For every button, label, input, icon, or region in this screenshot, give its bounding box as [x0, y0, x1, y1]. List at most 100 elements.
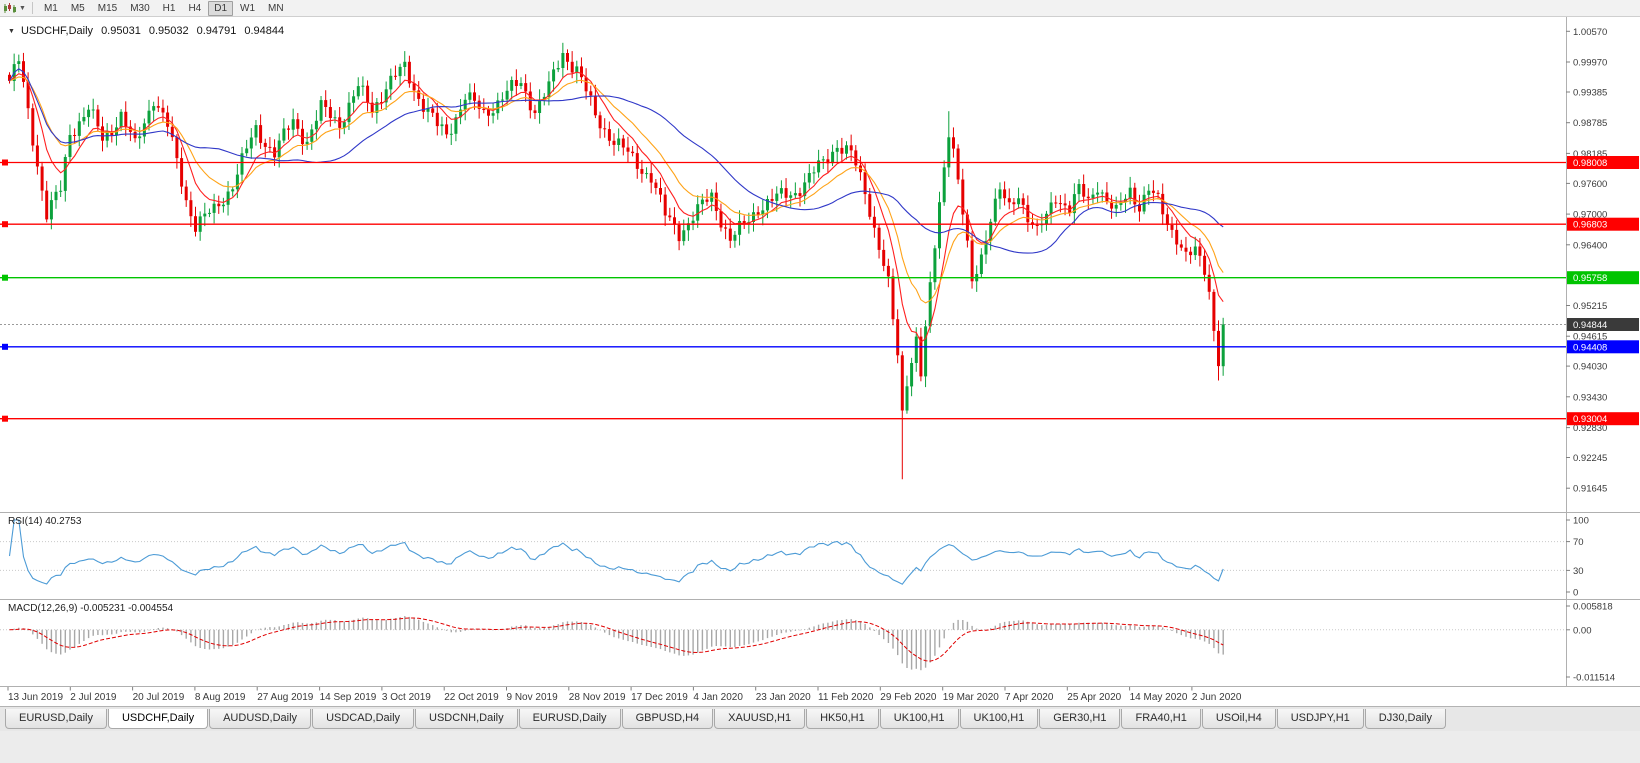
svg-text:11 Feb 2020: 11 Feb 2020 [818, 692, 874, 703]
candlestick-series [8, 42, 1225, 480]
chart-tab-usdcad-daily[interactable]: USDCAD,Daily [312, 709, 415, 729]
horizontal-lines[interactable] [0, 159, 1566, 422]
svg-text:3 Oct 2019: 3 Oct 2019 [382, 692, 431, 703]
svg-text:0.98185: 0.98185 [1573, 149, 1607, 160]
svg-text:9 Nov 2019: 9 Nov 2019 [507, 692, 559, 703]
svg-text:0.97600: 0.97600 [1573, 179, 1607, 190]
svg-text:0.94615: 0.94615 [1573, 332, 1607, 343]
svg-text:0: 0 [1573, 588, 1578, 599]
timeframe-buttons: M1 M5 M15 M30 H1 H4 D1 W1 MN [38, 0, 290, 16]
timeframe-button-mn[interactable]: MN [268, 2, 284, 14]
low-value: 0.94791 [196, 25, 237, 37]
svg-text:0.97000: 0.97000 [1573, 210, 1607, 221]
svg-text:1.00570: 1.00570 [1573, 27, 1607, 38]
chart-tab-bar: EURUSD,Daily USDCHF,Daily AUDUSD,Daily USDC… [0, 706, 1640, 731]
symbol-period-label: USDCHF,Daily [20, 25, 94, 37]
toolbar-separator [31, 2, 33, 14]
svg-text:20 Jul 2019: 20 Jul 2019 [133, 692, 185, 703]
svg-text:0.96400: 0.96400 [1573, 240, 1607, 251]
timeframe-button-d1[interactable]: D1 [208, 0, 234, 16]
timeframe-button-m15[interactable]: M15 [97, 2, 118, 14]
svg-text:7 Apr 2020: 7 Apr 2020 [1005, 692, 1054, 703]
svg-text:14 Sep 2019: 14 Sep 2019 [320, 692, 377, 703]
window-bottom-strip [0, 731, 1640, 763]
svg-text:0.93430: 0.93430 [1573, 392, 1607, 403]
svg-text:0.95215: 0.95215 [1573, 301, 1607, 312]
chart-tab-dj30-daily[interactable]: DJ30,Daily [1364, 709, 1446, 729]
svg-text:28 Nov 2019: 28 Nov 2019 [569, 692, 626, 703]
svg-text:0.92830: 0.92830 [1573, 423, 1607, 434]
svg-text:2 Jun 2020: 2 Jun 2020 [1192, 692, 1242, 703]
price-chart[interactable]: 1.00570 0.99970 0.99385 0.98785 0.98185 0.976… [0, 17, 1640, 706]
chart-tab-eurusd-daily[interactable]: EURUSD,Daily [5, 709, 107, 729]
chart-tab-audusd-daily[interactable]: AUDUSD,Daily [209, 709, 312, 729]
rsi-line [8, 519, 1224, 585]
timeframe-button-w1[interactable]: W1 [240, 2, 256, 14]
symbol-dropdown-icon[interactable]: ▼ [8, 27, 15, 35]
chart-tab-usdchf-daily[interactable]: USDCHF,Daily [107, 709, 209, 729]
ema-16-line [9, 76, 1224, 304]
rsi-indicator-label: RSI(14) 40.2753 [8, 516, 82, 527]
chart-tab-hk50-h1[interactable]: HK50,H1 [806, 709, 879, 729]
svg-text:0.94030: 0.94030 [1573, 362, 1607, 373]
hline-anchor-marker[interactable] [2, 221, 8, 228]
chart-area[interactable]: 1.00570 0.99970 0.99385 0.98785 0.98185 0.976… [0, 17, 1640, 706]
timeframe-button-m5[interactable]: M5 [70, 2, 85, 14]
price-axis[interactable]: 1.00570 0.99970 0.99385 0.98785 0.98185 0.976… [1566, 27, 1639, 495]
timeframe-button-m1[interactable]: M1 [43, 2, 58, 14]
svg-text:0.00: 0.00 [1573, 625, 1592, 636]
svg-text:25 Apr 2020: 25 Apr 2020 [1067, 692, 1121, 703]
chart-tab-eurusd-daily[interactable]: EURUSD,Daily [518, 709, 621, 729]
chart-tab-uk100-h1[interactable]: UK100,H1 [959, 709, 1039, 729]
svg-text:70: 70 [1573, 537, 1584, 548]
svg-text:0.94408: 0.94408 [1573, 342, 1607, 353]
open-value: 0.95031 [101, 25, 141, 37]
high-value: 0.95032 [148, 25, 189, 37]
svg-text:0.98008: 0.98008 [1573, 158, 1607, 169]
svg-text:0.93004: 0.93004 [1573, 414, 1607, 425]
svg-text:14 May 2020: 14 May 2020 [1130, 692, 1188, 703]
svg-text:23 Jan 2020: 23 Jan 2020 [756, 692, 811, 703]
close-value: 0.94844 [244, 25, 285, 37]
rsi-panel: 100 70 30 0 [0, 516, 1589, 599]
chart-ohlc-header: ▼ USDCHF,Daily 0.95031 0.95032 0.94791 0… [8, 25, 284, 37]
svg-text:0.005818: 0.005818 [1573, 602, 1613, 613]
svg-text:0.91645: 0.91645 [1573, 484, 1607, 495]
svg-text:27 Aug 2019: 27 Aug 2019 [257, 692, 314, 703]
svg-text:17 Dec 2019: 17 Dec 2019 [631, 692, 688, 703]
svg-text:22 Oct 2019: 22 Oct 2019 [444, 692, 499, 703]
hline-anchor-marker[interactable] [2, 159, 8, 166]
chart-tab-ger30-h1[interactable]: GER30,H1 [1039, 709, 1121, 729]
time-axis[interactable]: 13 Jun 2019 2 Jul 2019 20 Jul 2019 8 Aug 20… [7, 687, 1242, 703]
timeframe-toolbar: ▼ M1 M5 M15 M30 H1 H4 D1 W1 MN [0, 0, 1640, 17]
hline-anchor-marker[interactable] [2, 343, 8, 350]
hline-anchor-marker[interactable] [2, 274, 8, 281]
hline-anchor-marker[interactable] [2, 415, 8, 422]
chart-tab-usoil-h4[interactable]: USOil,H4 [1201, 709, 1276, 729]
chart-tab-usdcnh-daily[interactable]: USDCNH,Daily [415, 709, 518, 729]
chart-tab-xauusd-h1[interactable]: XAUUSD,H1 [714, 709, 806, 729]
chevron-down-icon[interactable]: ▼ [19, 4, 26, 12]
chart-tab-gbpusd-h4[interactable]: GBPUSD,H4 [621, 709, 714, 729]
chart-tab-uk100-h1[interactable]: UK100,H1 [879, 709, 959, 729]
timeframe-button-h1[interactable]: H1 [162, 2, 176, 14]
timeframe-button-m30[interactable]: M30 [130, 2, 150, 14]
chart-type-icon[interactable] [3, 2, 16, 14]
svg-text:0.99385: 0.99385 [1573, 88, 1607, 99]
timeframe-button-h4[interactable]: H4 [188, 2, 202, 14]
svg-text:0.99970: 0.99970 [1573, 58, 1607, 69]
svg-text:0.96803: 0.96803 [1573, 220, 1607, 231]
svg-text:0.92245: 0.92245 [1573, 453, 1607, 464]
svg-text:4 Jan 2020: 4 Jan 2020 [693, 692, 743, 703]
svg-text:29 Feb 2020: 29 Feb 2020 [880, 692, 937, 703]
chart-tab-fra40-h1[interactable]: FRA40,H1 [1121, 709, 1201, 729]
svg-text:0.95758: 0.95758 [1573, 273, 1607, 284]
svg-text:2 Jul 2019: 2 Jul 2019 [70, 692, 117, 703]
svg-text:30: 30 [1573, 566, 1584, 577]
ema-8-line [9, 71, 1224, 344]
chart-tab-usdjpy-h1[interactable]: USDJPY,H1 [1276, 709, 1364, 729]
macd-panel: 0.005818 0.00 -0.011514 [0, 602, 1615, 684]
macd-signal-line [9, 617, 1224, 662]
svg-text:8 Aug 2019: 8 Aug 2019 [195, 692, 246, 703]
